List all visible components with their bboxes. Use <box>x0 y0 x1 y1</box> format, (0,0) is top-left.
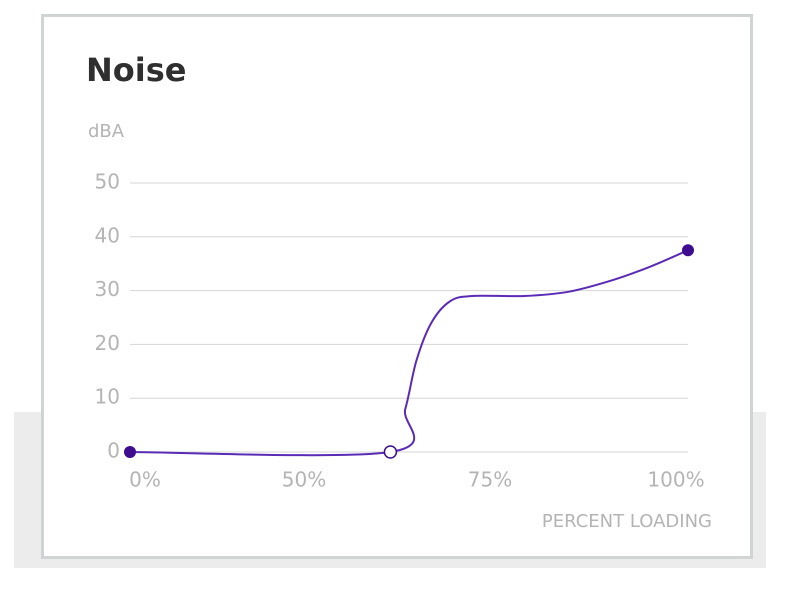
card <box>41 14 753 559</box>
y-tick-label: 20 <box>95 331 120 355</box>
y-tick-label: 40 <box>95 223 120 247</box>
x-axis-title: PERCENT LOADING <box>542 511 712 532</box>
x-tick-label: 100% <box>647 468 704 492</box>
point-marker <box>124 446 136 458</box>
point-marker <box>682 244 694 257</box>
y-tick-label: 0 <box>107 439 120 463</box>
y-axis-title: dBA <box>88 121 125 142</box>
y-tick-label: 30 <box>95 277 120 301</box>
point-marker-open <box>383 445 398 459</box>
chart-title: Noise <box>86 51 186 89</box>
x-tick-label: 50% <box>282 468 326 492</box>
y-tick-label: 10 <box>95 385 120 409</box>
x-tick-label: 75% <box>468 468 512 492</box>
y-tick-label: 50 <box>95 170 120 194</box>
x-tick-label: 0% <box>129 468 161 492</box>
